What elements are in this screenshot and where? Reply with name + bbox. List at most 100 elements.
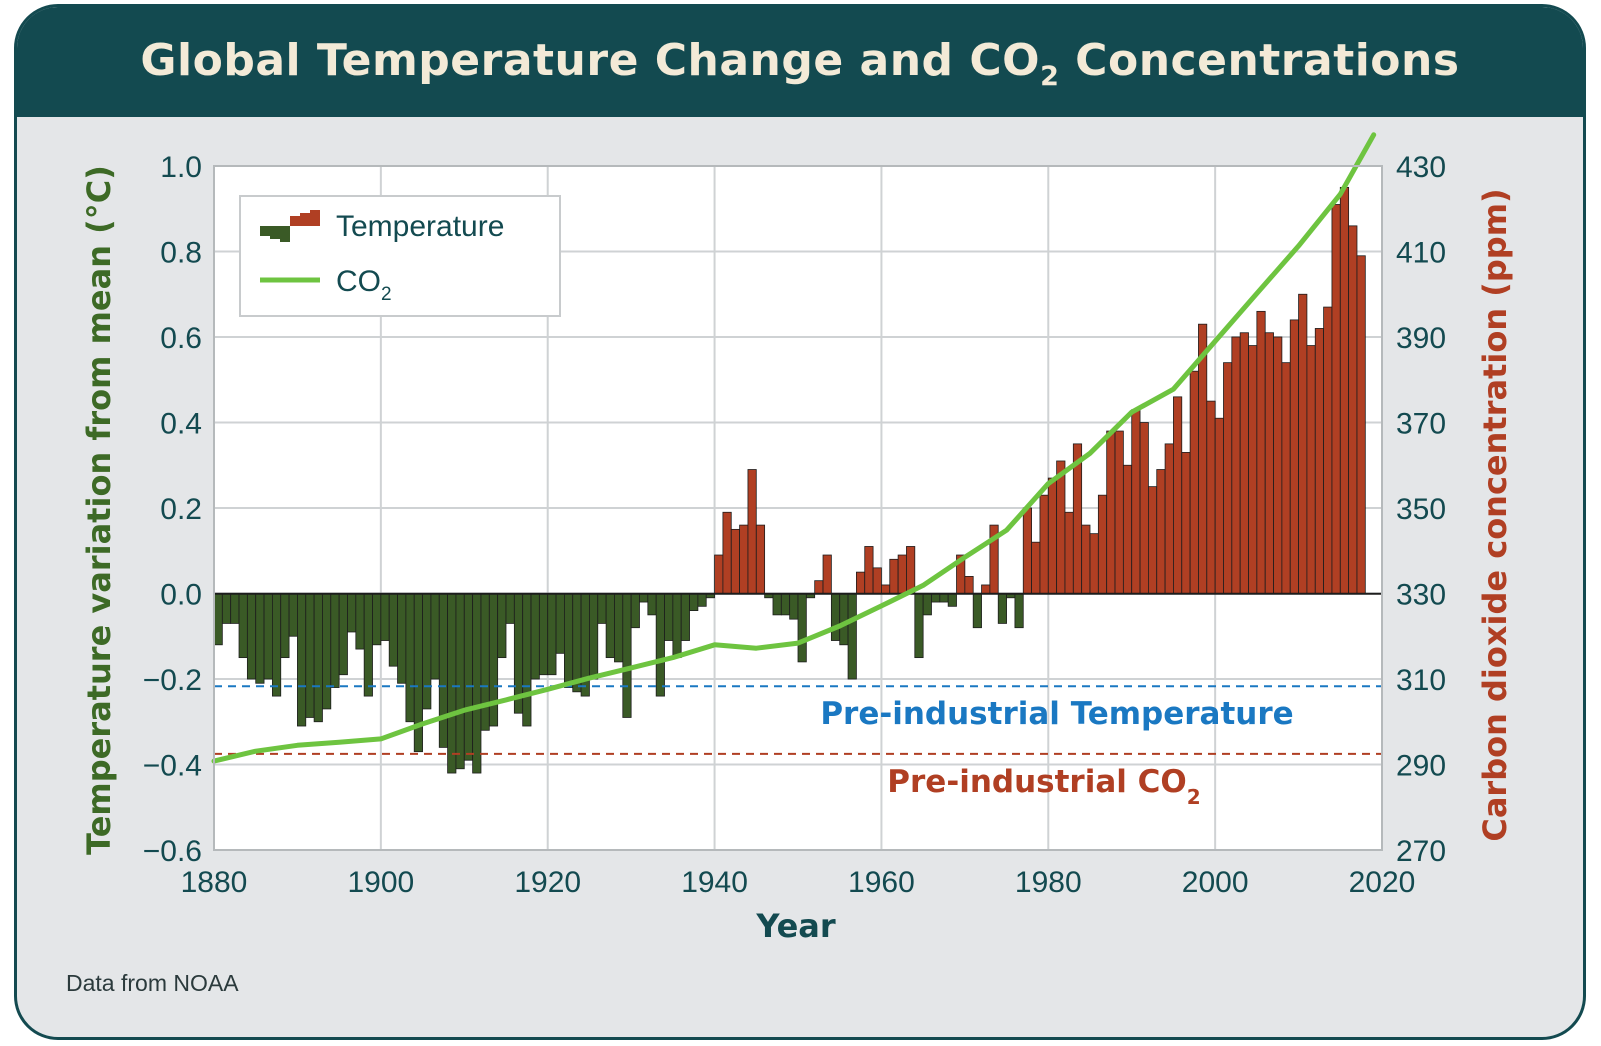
temperature-bar bbox=[697, 593, 707, 607]
y-tick-label-right: 350 bbox=[1396, 493, 1446, 526]
temperature-bar bbox=[755, 524, 766, 594]
x-tick-label: 1900 bbox=[347, 866, 414, 899]
temperature-bar bbox=[1248, 345, 1258, 594]
temperature-bar bbox=[1331, 204, 1341, 594]
temperature-bar bbox=[939, 593, 949, 603]
temperature-bar bbox=[1131, 409, 1141, 594]
temperature-bar bbox=[639, 593, 649, 603]
temperature-bar bbox=[1014, 593, 1024, 629]
x-tick-label: 2000 bbox=[1182, 866, 1249, 899]
x-tick-label: 1880 bbox=[181, 866, 248, 899]
y-tick-label-right: 310 bbox=[1396, 664, 1446, 697]
temperature-bar bbox=[1348, 225, 1358, 594]
temperature-bar bbox=[931, 593, 941, 603]
temperature-bar bbox=[1156, 469, 1166, 594]
temperature-bar bbox=[897, 554, 907, 594]
temperature-bar bbox=[1173, 396, 1183, 594]
temperature-bar bbox=[1231, 336, 1241, 594]
temperature-bar bbox=[847, 593, 857, 680]
temperature-bar bbox=[1339, 186, 1350, 594]
temperature-bar bbox=[814, 580, 824, 594]
temperature-bar bbox=[630, 593, 640, 629]
temperature-bar bbox=[388, 593, 398, 667]
y-axis-label-left: Temperature variation from mean (°C) bbox=[80, 165, 118, 855]
temperature-bar bbox=[355, 593, 365, 650]
temperature-bar bbox=[271, 593, 282, 697]
y-tick-label-right: 270 bbox=[1396, 835, 1446, 868]
x-tick-label: 1960 bbox=[848, 866, 915, 899]
preindustrial-co2-label: Pre-industrial CO2 bbox=[887, 764, 1200, 809]
temperature-bar bbox=[447, 593, 457, 774]
temperature-bar bbox=[1047, 477, 1058, 594]
legend-temperature-label: Temperature bbox=[336, 210, 504, 243]
temperature-bar bbox=[1106, 430, 1116, 594]
temperature-bar bbox=[372, 593, 382, 646]
temperature-bar bbox=[221, 593, 232, 624]
temperature-bar bbox=[797, 593, 807, 663]
y-tick-label-right: 410 bbox=[1396, 237, 1446, 270]
y-tick-label-right: 290 bbox=[1396, 750, 1446, 783]
temperature-bar bbox=[1031, 541, 1041, 594]
temperature-bar bbox=[906, 546, 916, 594]
temperature-bar bbox=[614, 593, 624, 663]
y-tick-label-left: 0.6 bbox=[160, 322, 202, 355]
temperature-bar bbox=[347, 593, 357, 633]
temperature-bar bbox=[1039, 494, 1049, 594]
temperature-bar bbox=[397, 593, 407, 684]
temperature-bar bbox=[363, 593, 373, 697]
y-tick-label-left: −0.4 bbox=[143, 750, 202, 783]
temperature-bar bbox=[722, 511, 732, 594]
temperature-bar bbox=[647, 593, 657, 616]
temperature-bar bbox=[1122, 464, 1133, 594]
legend-co2-sub: 2 bbox=[381, 284, 392, 305]
temperature-bar bbox=[246, 593, 257, 680]
temperature-bar bbox=[438, 593, 448, 748]
y-tick-label-right: 430 bbox=[1396, 151, 1446, 184]
temperature-bar bbox=[405, 593, 415, 723]
temperature-bar bbox=[739, 524, 749, 594]
temperature-bar bbox=[305, 593, 315, 718]
temperature-bar bbox=[789, 593, 799, 620]
temperature-bar bbox=[547, 593, 557, 676]
temperature-bar bbox=[1097, 494, 1108, 594]
temperature-bar bbox=[230, 593, 240, 624]
temperature-bar bbox=[1139, 422, 1149, 594]
temperature-bar bbox=[981, 584, 991, 594]
temperature-bar bbox=[1198, 323, 1208, 594]
temperature-bar bbox=[288, 593, 298, 637]
temperature-bar bbox=[1114, 430, 1124, 594]
temperature-bar bbox=[822, 554, 832, 594]
y-tick-labels-left: 1.0 0.8 0.6 0.4 0.2 0.0 −0.2 −0.4 −0.6 bbox=[143, 151, 202, 868]
temperature-bar bbox=[1281, 362, 1291, 594]
preindustrial-lines bbox=[214, 685, 1382, 755]
temperature-bar bbox=[597, 593, 607, 624]
y-tick-label-left: −0.6 bbox=[143, 835, 202, 868]
temperature-bar bbox=[780, 593, 791, 616]
temperature-bar bbox=[914, 593, 924, 659]
temperature-bar bbox=[463, 593, 474, 761]
y-tick-label-right: 330 bbox=[1396, 579, 1446, 612]
temperature-bar bbox=[1056, 460, 1066, 594]
temperature-bar bbox=[497, 593, 507, 659]
temperature-bar bbox=[772, 593, 782, 616]
temperature-bar bbox=[455, 593, 465, 770]
preindustrial-temperature-label: Pre-industrial Temperature bbox=[820, 696, 1293, 732]
temperature-bar bbox=[1164, 443, 1174, 594]
temperature-bar bbox=[1189, 370, 1199, 594]
temperature-bar bbox=[1306, 345, 1316, 594]
x-axis-label: Year bbox=[755, 907, 836, 945]
temperature-bar bbox=[689, 593, 699, 612]
temperature-bar bbox=[322, 593, 332, 710]
temperature-bar bbox=[997, 593, 1007, 624]
y-tick-label-left: 0.2 bbox=[160, 493, 202, 526]
temperature-bar bbox=[213, 593, 223, 646]
temperature-bar bbox=[1064, 511, 1074, 594]
legend: Temperature CO2 bbox=[239, 195, 561, 317]
temperature-bar bbox=[538, 593, 549, 676]
title-banner bbox=[17, 7, 1583, 117]
plot-frame bbox=[213, 165, 1383, 851]
temperature-bar bbox=[972, 593, 982, 629]
temperature-bar bbox=[589, 593, 599, 680]
temperature-bar bbox=[872, 567, 882, 594]
